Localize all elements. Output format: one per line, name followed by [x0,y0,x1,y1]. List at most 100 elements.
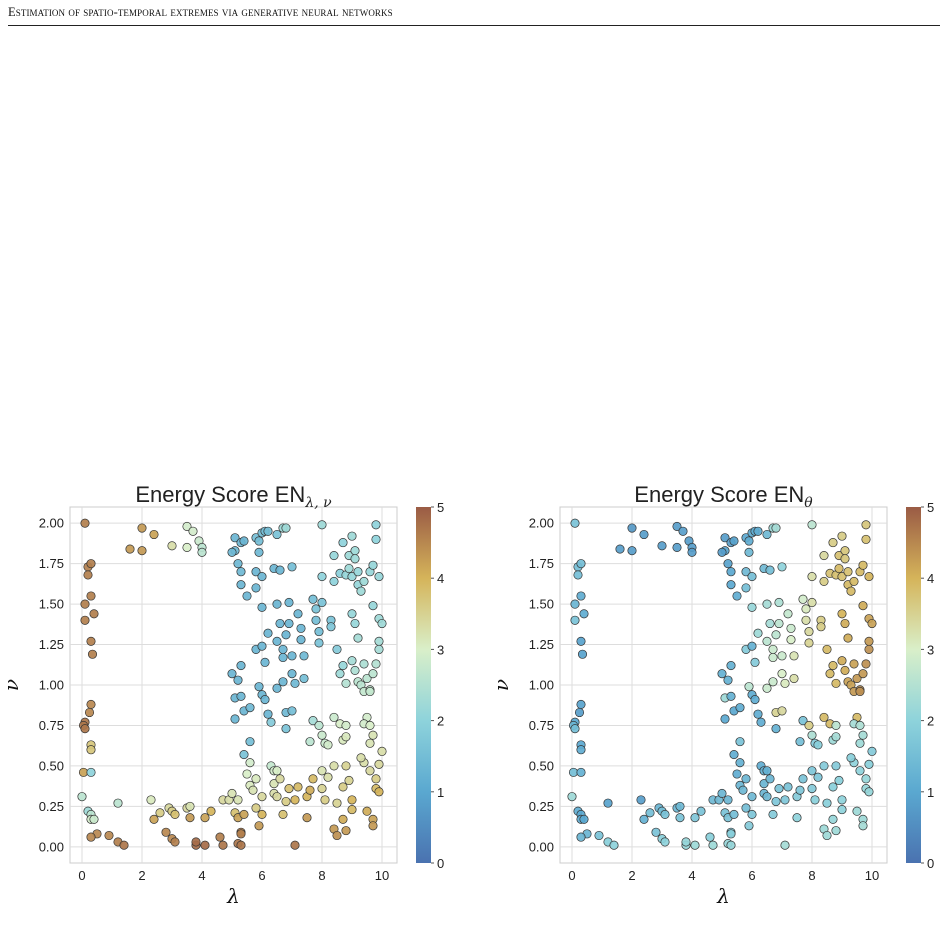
scatter-point [305,785,315,795]
scatter-point [338,538,348,548]
scatter-point [86,699,96,709]
x-tick-label: 0 [568,868,575,883]
scatter-point [678,526,688,536]
scatter-point [576,591,586,601]
chart-title: Energy Score ENλ, ν [135,482,332,511]
scatter-point [182,521,192,531]
scatter-point [807,784,817,794]
scatter-point [744,536,754,546]
scatter-point [278,677,288,687]
scatter-point [80,518,90,528]
x-tick-label: 6 [258,868,265,883]
scatter-point [726,661,736,671]
scatter-point [245,703,255,713]
colorbar [906,507,921,863]
y-tick-label: 0.25 [529,799,554,814]
scatter-point [89,814,99,824]
scatter-point [350,554,360,564]
scatter-point [852,673,862,684]
scatter-point [717,669,727,679]
scatter-point [795,737,805,747]
scatter-point [317,572,327,582]
scatter-point [167,541,177,551]
scatter-point [317,784,327,794]
scatter-point [807,572,817,582]
scatter-point [852,806,862,816]
x-tick-label: 2 [628,868,635,883]
scatter-point [732,591,742,601]
scatter-point [768,652,778,663]
scatter-point [792,813,802,823]
scatter-point [236,567,246,577]
header-rule [8,25,940,26]
scatter-point [281,523,291,533]
scatter-point [326,622,336,632]
scatter-point [356,753,366,763]
scatter-point [783,609,793,619]
scatter-point [251,803,261,813]
scatter-point [272,683,282,693]
scatter-point [568,767,579,777]
scatter-point [365,720,375,731]
scatter-point [798,716,808,726]
scatter-point [182,542,192,553]
scatter-point [861,520,871,530]
scatter-point [311,615,321,625]
scatter-point [774,597,784,608]
scatter-point [834,775,844,786]
scatter-point [239,536,249,546]
scatter-point [146,795,156,805]
scatter-point [690,813,700,823]
scatter-point [374,636,384,646]
scatter-point [254,821,264,831]
scatter-point [759,779,769,789]
scatter-point [576,745,586,755]
scatter-point [840,618,850,629]
scatter-point [864,759,874,769]
scatter-point [681,837,691,847]
scatter-point [350,546,360,556]
colorbar-tick-label: 0 [927,856,934,871]
scatter-point [726,567,736,577]
colorbar-tick-label: 4 [927,571,934,586]
scatter-point [822,830,832,841]
scatter-point [726,829,736,839]
scatter-point [242,769,252,779]
scatter-point [188,526,198,536]
scatter-point [723,795,733,805]
scatter-point [254,547,264,557]
scatter-point [777,669,787,679]
scatter-point [341,732,351,742]
y-tick-label: 1.50 [529,597,554,612]
scatter-point [84,707,95,718]
scatter-point [732,769,742,779]
scatter-point [768,677,778,687]
scatter-point [338,782,348,792]
scatter-point [570,599,580,609]
scatter-point [810,795,820,805]
scatter-point [645,808,655,818]
scatter-point [350,665,360,675]
scatter-point [573,570,583,580]
scatter-point [344,563,354,574]
scatter-point [804,627,814,637]
scatter-point [762,766,772,776]
scatter-point [849,659,859,669]
scatter-point [227,788,237,798]
scatter-point [594,830,604,841]
scatter-point [741,803,751,813]
scatter-point [86,767,96,777]
scatter-point [726,840,736,850]
scatter-point [577,649,588,659]
scatter-point [338,661,348,671]
scatter-point [347,572,357,582]
scatter-point [723,675,733,685]
scatter-point [356,586,366,596]
scatter-point [137,523,147,533]
scatter-point [801,615,811,625]
scatter-point [269,779,279,789]
scatter-point [299,673,309,684]
scatter-point [771,724,781,734]
scatter-point [314,638,324,648]
scatter-point [287,562,297,572]
